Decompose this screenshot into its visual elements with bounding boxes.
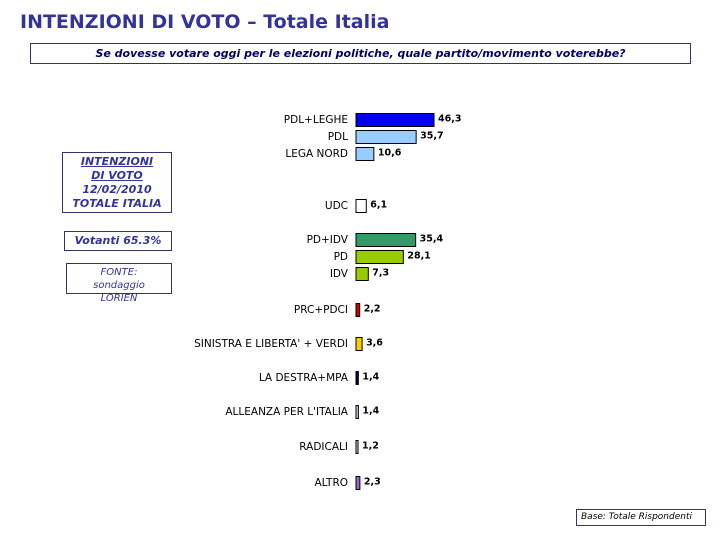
bar: [355, 233, 417, 247]
category-label: PDL+LEGHE: [284, 114, 348, 126]
category-label: LA DESTRA+MPA: [259, 372, 349, 384]
category-label: IDV: [330, 268, 349, 280]
category-label: SINISTRA E LIBERTA' + VERDI: [194, 338, 348, 350]
category-label: ALTRO: [314, 477, 348, 489]
category-label: PDL: [328, 131, 348, 143]
bar: [355, 405, 359, 419]
bar: [355, 147, 375, 161]
bar: [355, 337, 363, 351]
category-label: LEGA NORD: [285, 148, 348, 160]
category-label: UDC: [325, 200, 348, 212]
bar: [355, 371, 359, 385]
info-box: INTENZIONI DI VOTO 12/02/2010 TOTALE ITA…: [62, 152, 172, 213]
value-label: 1,4: [362, 372, 379, 383]
subtitle: Se dovesse votare oggi per le elezioni p…: [30, 43, 691, 64]
value-label: 35,4: [420, 234, 444, 245]
info-title: INTENZIONI DI VOTO: [80, 155, 154, 182]
value-label: 35,7: [420, 131, 443, 142]
value-label: 28,1: [407, 251, 430, 262]
category-label: PRC+PDCI: [294, 304, 348, 316]
value-label: 7,3: [372, 268, 389, 279]
value-label: 10,6: [378, 148, 402, 159]
title: INTENZIONI DI VOTO – Totale Italia: [20, 11, 390, 33]
info-scope: TOTALE ITALIA: [72, 197, 162, 210]
value-label: 2,2: [364, 304, 381, 315]
value-label: 46,3: [438, 114, 461, 125]
bar: [355, 130, 417, 144]
category-label: PD+IDV: [307, 234, 349, 246]
source-box: FONTE: sondaggio LORIEN: [66, 263, 172, 304]
category-label: PD: [334, 251, 348, 263]
category-label: ALLEANZA PER L'ITALIA: [225, 406, 348, 418]
bar: [355, 250, 404, 264]
bar: [355, 440, 359, 454]
bar: [355, 199, 367, 213]
value-label: 6,1: [370, 200, 387, 211]
info-date: 12/02/2010: [82, 183, 152, 196]
value-label: 1,2: [362, 441, 379, 452]
bar: [355, 113, 435, 127]
bar: [355, 476, 361, 490]
value-label: 1,4: [362, 406, 379, 417]
turnout-box: Votanti 65.3%: [64, 231, 172, 251]
value-label: 3,6: [366, 338, 383, 349]
category-label: RADICALI: [299, 441, 348, 453]
bar: [355, 303, 361, 317]
value-label: 2,3: [364, 477, 381, 488]
base-note: Base: Totale Rispondenti: [576, 509, 706, 526]
bar: [355, 267, 369, 281]
